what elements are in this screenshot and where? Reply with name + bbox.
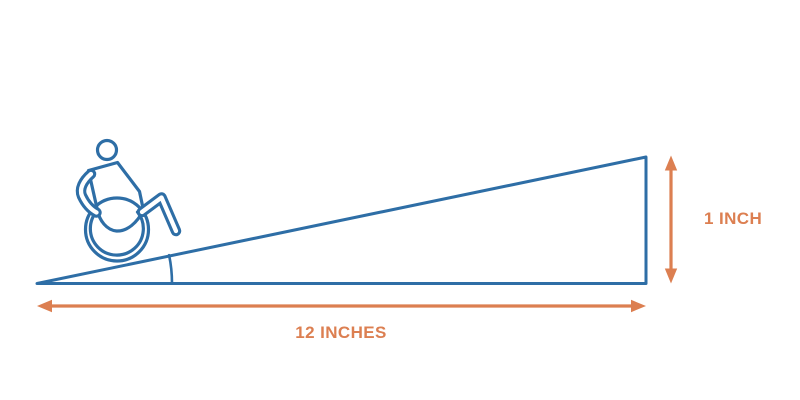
base-dimension-label: 12 INCHES [295,323,386,342]
up-arrowhead-icon [664,155,678,171]
figure-arm-fill [78,171,99,215]
ramp-shape [35,155,648,285]
figure-leg-fill [139,195,179,234]
wheel-inner-rim [88,208,145,257]
right-arrowhead-icon [631,299,646,313]
height-dimension-label: 1 INCH [704,209,762,228]
figure-head [95,138,119,162]
left-arrowhead-icon [37,299,52,313]
wheelchair-user-icon [75,138,182,263]
down-arrowhead-icon [664,268,678,284]
height-dimension-arrow [664,155,678,284]
slope-angle-arc [167,253,174,285]
ramp-triangle [35,155,648,285]
wheel-outer-rim [83,196,151,263]
base-dimension-arrow [37,299,646,313]
